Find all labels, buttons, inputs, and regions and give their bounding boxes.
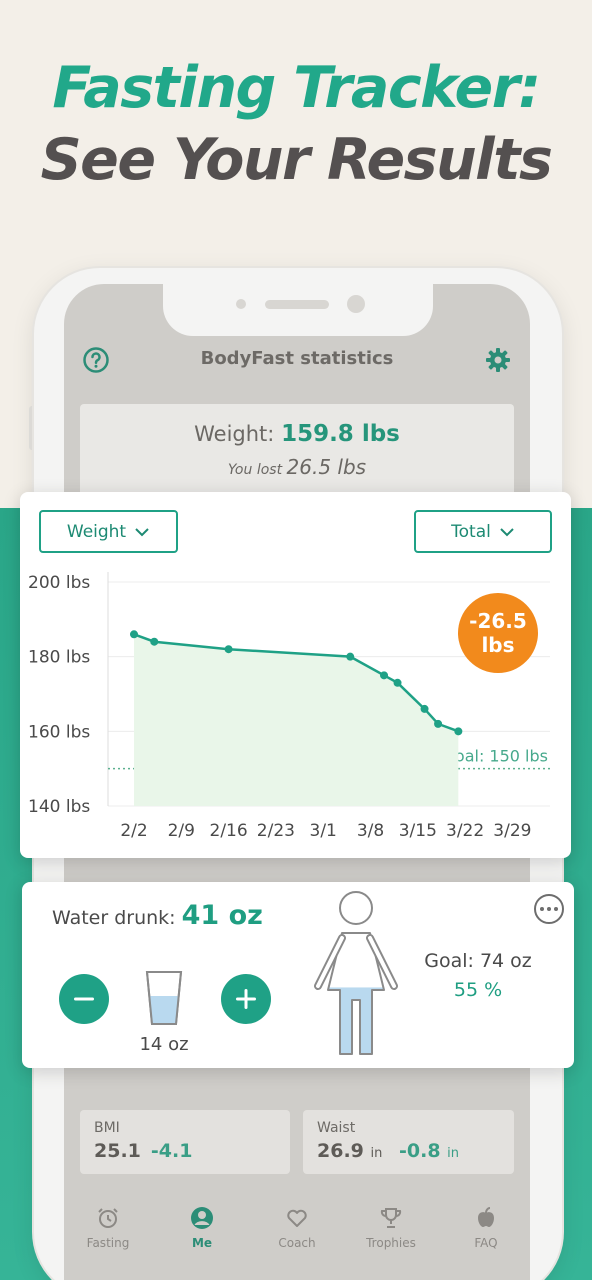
proximity-sensor	[236, 299, 246, 309]
waist-delta: -0.8	[399, 1140, 441, 1162]
data-point	[434, 719, 443, 728]
glass-size-label: 14 oz	[139, 1034, 189, 1055]
data-point	[346, 652, 355, 661]
data-point	[393, 678, 402, 687]
more-options-button[interactable]	[534, 894, 564, 924]
phone-side-button	[29, 406, 35, 450]
headline: Fasting Tracker: See Your Results	[0, 52, 592, 196]
bmi-title: BMI	[94, 1120, 120, 1136]
data-point	[420, 704, 429, 713]
x-tick-label: 2/9	[168, 821, 195, 841]
y-tick-label: 160 lbs	[28, 722, 90, 742]
tab-label: FAQ	[474, 1236, 498, 1250]
water-card	[22, 882, 574, 1068]
y-tick-label: 180 lbs	[28, 648, 90, 668]
metric-dropdown[interactable]: Weight	[39, 510, 178, 553]
decrease-water-button[interactable]	[59, 974, 109, 1024]
badge-unit: lbs	[481, 633, 515, 657]
range-dropdown-label: Total	[451, 521, 491, 542]
tab-coach[interactable]: Coach	[257, 1206, 337, 1250]
weight-label: Weight:	[194, 422, 275, 446]
chevron-down-icon	[500, 527, 514, 536]
water-goal-percent: 55 %	[453, 979, 503, 1001]
tab-label: Coach	[278, 1236, 316, 1250]
data-point	[150, 637, 159, 646]
x-tick-label: 3/22	[446, 821, 484, 841]
x-tick-label: 2/23	[257, 821, 295, 841]
tab-label: Trophies	[366, 1236, 416, 1250]
lost-value: 26.5 lbs	[286, 455, 367, 479]
tab-me[interactable]: Me	[162, 1206, 242, 1250]
lost-line: You lost 26.5 lbs	[80, 455, 514, 479]
person-water-level-icon	[314, 891, 398, 1055]
water-goal-label: Goal: 74 oz	[424, 950, 532, 972]
metric-dropdown-label: Weight	[66, 521, 127, 542]
app-title: BodyFast statistics	[200, 348, 394, 369]
y-tick-label: 200 lbs	[28, 573, 90, 593]
water-glass-icon	[145, 971, 183, 1025]
bmi-delta: -4.1	[150, 1140, 193, 1162]
trophy-icon	[380, 1208, 402, 1228]
x-tick-label: 3/29	[493, 821, 531, 841]
waist-delta-unit: in	[447, 1146, 460, 1161]
front-camera	[347, 295, 365, 313]
minus-icon	[74, 997, 94, 1001]
weight-value: 159.8 lbs	[281, 421, 400, 447]
dot	[554, 907, 558, 911]
x-tick-label: 2/16	[210, 821, 248, 841]
bmi-value: 25.1	[94, 1140, 141, 1162]
data-point	[380, 671, 389, 680]
waist-title: Waist	[317, 1120, 356, 1136]
waist-card	[303, 1110, 514, 1174]
chevron-down-icon	[135, 527, 149, 536]
person-icon	[191, 1207, 213, 1229]
tab-label: Fasting	[86, 1236, 130, 1250]
water-drunk-label: Water drunk:	[52, 907, 176, 929]
dot	[547, 907, 551, 911]
tab-fasting[interactable]: Fasting	[68, 1206, 148, 1250]
weight-chart: 200 lbs 180 lbs 160 lbs 140 lbs Goal: 150 lb…	[28, 572, 550, 841]
headline-line-1: Fasting Tracker:	[52, 55, 541, 121]
goal-label: Goal: 150 lbs	[443, 747, 548, 766]
x-tick-label: 3/15	[399, 821, 437, 841]
plus-icon	[236, 989, 256, 1009]
dot	[540, 907, 544, 911]
gear-icon[interactable]	[484, 346, 512, 374]
area-fill	[134, 634, 459, 806]
headline-line-2: See Your Results	[40, 127, 553, 193]
water-drunk-value: 41 oz	[181, 900, 263, 931]
speaker-grille	[265, 300, 329, 309]
bmi-card	[80, 1110, 290, 1174]
waist-value: 26.9	[317, 1140, 364, 1162]
data-point	[454, 727, 463, 736]
help-icon[interactable]	[82, 346, 110, 374]
apple-icon	[478, 1207, 494, 1227]
tab-label: Me	[191, 1236, 213, 1250]
x-tick-label: 3/8	[357, 821, 384, 841]
range-dropdown[interactable]: Total	[414, 510, 552, 553]
increase-water-button[interactable]	[221, 974, 271, 1024]
water-drunk: Water drunk: 41 oz	[52, 900, 263, 931]
phone-notch	[163, 284, 433, 336]
lost-label: You lost	[227, 462, 283, 478]
tab-trophies[interactable]: Trophies	[351, 1206, 431, 1250]
badge-value: -26.5	[469, 609, 527, 633]
weight-line: Weight: 159.8 lbs	[80, 421, 514, 447]
weight-lost-badge: -26.5 lbs	[458, 593, 538, 673]
x-tick-label: 3/1	[310, 821, 337, 841]
waist-unit: in	[370, 1146, 383, 1161]
x-tick-label: 2/2	[120, 821, 147, 841]
y-tick-label: 140 lbs	[28, 797, 90, 817]
alarm-clock-icon	[98, 1208, 118, 1228]
bmi-values: 25.1 -4.1	[94, 1140, 192, 1162]
tab-faq[interactable]: FAQ	[446, 1206, 526, 1250]
waist-values: 26.9 in -0.8 in	[317, 1140, 459, 1162]
data-point	[130, 630, 138, 639]
heart-icon	[287, 1209, 307, 1227]
data-point	[224, 645, 233, 654]
